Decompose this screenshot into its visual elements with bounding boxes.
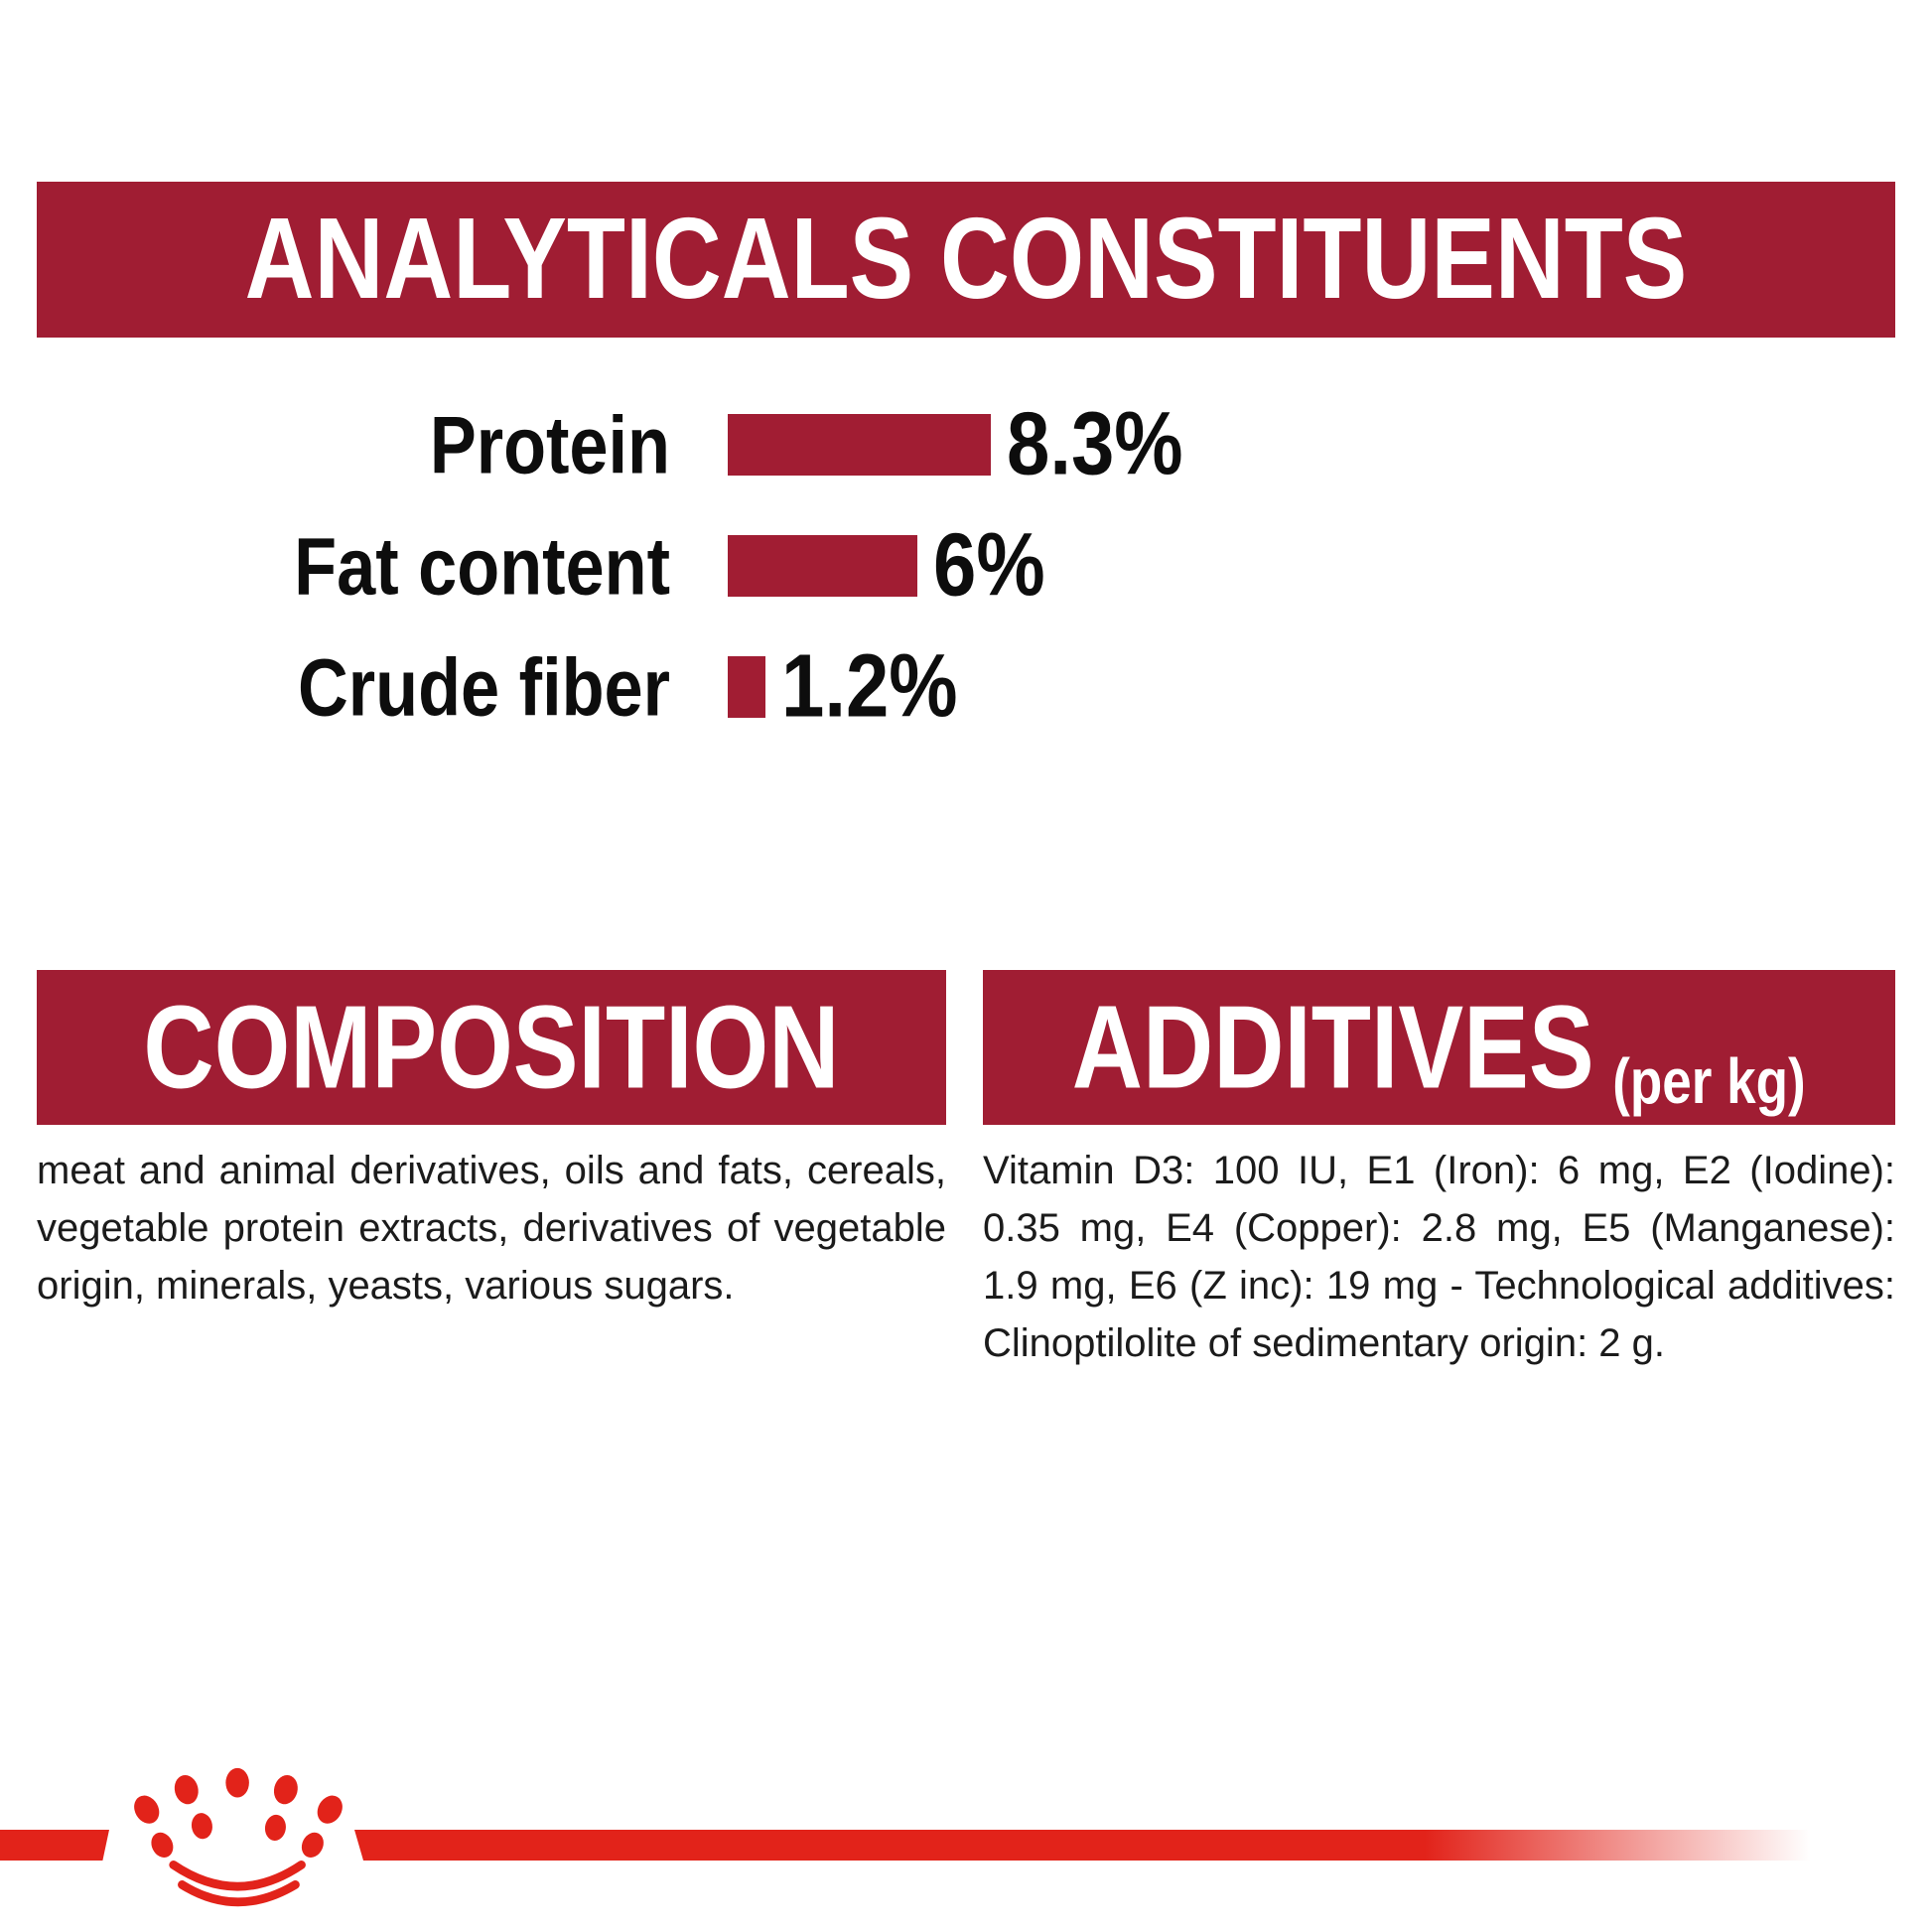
analyticals-banner: ANALYTICALS CONSTITUENTS (37, 182, 1895, 338)
chart-row-fat-content: Fat content 6% (0, 505, 1932, 626)
additives-header: ADDITIVES (per kg) (1072, 980, 1806, 1117)
composition-body-text: meat and animal derivatives, oils and fa… (37, 1149, 946, 1308)
analytical-constituents-chart: Protein 8.3% Fat content 6% Crude fiber … (0, 384, 1932, 748)
chart-bar (728, 535, 918, 597)
additives-unit-label: (per kg) (1612, 1045, 1806, 1117)
chart-value-label: 1.2% (781, 636, 958, 737)
chart-value-label: 8.3% (1006, 394, 1183, 494)
composition-banner: COMPOSITION (37, 970, 946, 1125)
chart-category-label: Fat content (294, 520, 670, 612)
composition-title: COMPOSITION (143, 981, 840, 1113)
royal-canin-crown-icon (134, 1767, 343, 1907)
additives-banner: ADDITIVES (per kg) (983, 970, 1895, 1125)
additives-title: ADDITIVES (1072, 981, 1594, 1113)
footer-divider-left (0, 1830, 109, 1861)
footer-divider-right (354, 1830, 1841, 1861)
chart-bar (728, 656, 766, 718)
chart-bar (728, 414, 991, 476)
analyticals-title: ANALYTICALS CONSTITUENTS (244, 194, 1688, 324)
chart-category-label: Protein (429, 399, 670, 490)
additives-body-text: Vitamin D3: 100 IU, E1 (Iron): 6 mg, E2 … (983, 1149, 1895, 1365)
chart-value-label: 6% (933, 515, 1045, 616)
chart-category-label: Crude fiber (298, 641, 670, 733)
chart-row-protein: Protein 8.3% (0, 384, 1932, 505)
chart-row-crude-fiber: Crude fiber 1.2% (0, 626, 1932, 748)
